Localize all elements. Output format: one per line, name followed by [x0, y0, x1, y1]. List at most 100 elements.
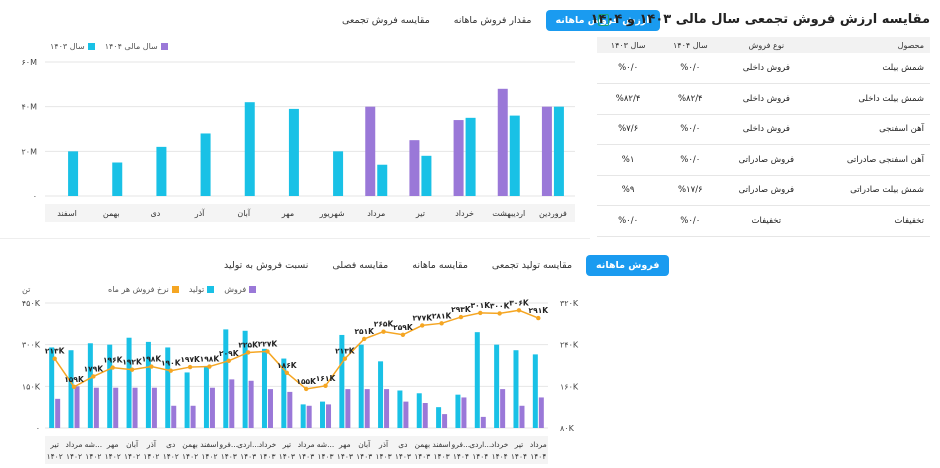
x-tick-label-year: ۱۴۰۴ — [530, 452, 546, 461]
x-tick-label-year: ۱۴۰۳ — [337, 452, 353, 461]
sales-summary-table: محصول نوع فروش سال ۱۴۰۴ سال ۱۴۰۳ شمش بیلت فر… — [597, 37, 930, 237]
bar-production — [126, 337, 132, 428]
rate-point — [207, 364, 212, 369]
bar-sales — [132, 387, 138, 428]
table-header-row: محصول نوع فروش سال ۱۴۰۴ سال ۱۴۰۳ — [597, 37, 930, 53]
table-header-cell[interactable]: سال ۱۴۰۴ — [659, 37, 722, 53]
x-tick-label-year: ۱۴۰۳ — [434, 452, 450, 461]
rate-data-label: ۲۸۱K — [432, 311, 453, 320]
table-body: شمش بیلت فروش داخلی %۰/۰ %۰/۰ شمش بیلت داخلی… — [597, 53, 930, 237]
x-tick-label-month: شه... — [317, 440, 334, 449]
legend-item-sales[interactable]: فروش — [224, 285, 257, 294]
table-cell: %۰/۰ — [659, 144, 722, 176]
bar-sales — [519, 405, 525, 428]
y-tick-label: ۴۰M — [22, 103, 38, 112]
top-tab-2[interactable]: مقایسه فروش تجمعی — [342, 15, 430, 26]
bottom-tab-1[interactable]: مقایسه تولید تجمعی — [491, 260, 573, 271]
x-tick-label: دی — [151, 209, 161, 218]
panel-title: مقایسه ارزش فروش تجمعی سال مالی ۱۴۰۳ و ۱… — [590, 12, 930, 27]
table-header-cell[interactable]: سال ۱۴۰۳ — [597, 37, 660, 53]
rate-data-label: ۲۷۷K — [412, 313, 433, 322]
rate-data-label: ۱۹۸K — [200, 355, 221, 364]
legend-item-1404[interactable]: سال مالی ۱۴۰۴ — [105, 42, 168, 51]
bar-sales — [190, 405, 196, 428]
legend-label: فروش — [224, 285, 247, 294]
table-cell: آهن اسفنجی — [811, 114, 930, 145]
x-tick-label-month: آبان — [358, 439, 371, 449]
table-header-cell[interactable]: محصول — [811, 37, 930, 53]
bar-production — [165, 347, 171, 428]
x-tick-label: اسفند — [57, 209, 77, 218]
top-tab-0[interactable]: ارزش فروش ماهانه — [545, 10, 660, 31]
bar-production — [300, 404, 306, 428]
legend-item-1403[interactable]: سال ۱۴۰۳ — [50, 42, 95, 51]
bar-sales — [442, 414, 448, 428]
legend-item-production[interactable]: تولید — [189, 285, 215, 294]
legend-label: نرخ فروش هر ماه — [108, 285, 169, 294]
bar-1403 — [333, 151, 344, 196]
x-tick-label-year: ۱۴۰۴ — [472, 452, 488, 461]
rate-data-label: ۱۹۰K — [161, 359, 182, 368]
bar-sales — [209, 387, 215, 428]
bar-sales — [480, 416, 486, 428]
bar-production — [397, 390, 403, 428]
x-axis-band — [45, 436, 548, 464]
rate-data-label: ۱۹۸K — [142, 355, 163, 364]
bar-production — [223, 329, 229, 428]
x-tick-label-year: ۱۴۰۴ — [511, 452, 527, 461]
x-tick-label-year: ۱۴۰۳ — [317, 452, 333, 461]
x-tick-label-year: ۱۴۰۲ — [182, 452, 198, 461]
x-tick-label-month: بهمن — [414, 440, 430, 449]
bar-sales — [306, 405, 312, 428]
bar-production — [87, 343, 93, 428]
legend-label: سال مالی ۱۴۰۴ — [104, 42, 158, 51]
bar-production — [145, 341, 151, 428]
bottom-tab-2[interactable]: مقایسه ماهانه — [412, 260, 468, 271]
table-cell: فروش داخلی — [721, 83, 812, 115]
table-row: شمش بیلت فروش داخلی %۰/۰ %۰/۰ — [597, 53, 930, 84]
table-header-cell[interactable]: نوع فروش — [721, 37, 812, 53]
bar-production — [358, 344, 364, 428]
bottom-chart-legend: فروش تولید نرخ فروش هر ماه — [108, 285, 257, 294]
x-tick-label-year: ۱۴۰۳ — [298, 452, 314, 461]
y-right-tick-label: ۸۰K — [560, 424, 575, 433]
bottom-tab-3[interactable]: مقایسه فصلی — [332, 260, 389, 271]
bar-sales — [384, 389, 390, 428]
y-left-tick-label: ۱۵۰K — [22, 382, 41, 391]
x-tick-label-month: مرداد — [530, 440, 547, 449]
x-tick-label-month: اردی... — [469, 440, 491, 449]
rate-data-label: ۲۲۵K — [238, 340, 259, 349]
monthly-sales-production-chart: ۰۱۵۰K۳۰۰K۴۵۰K۸۰K۱۶۰K۲۴۰K۳۲۰Kتیر۱۴۰۲مرداد… — [22, 298, 579, 464]
bar-production — [339, 334, 345, 428]
x-axis-band — [45, 204, 575, 222]
x-tick-label-month: آذر — [146, 439, 157, 449]
bar-sales — [171, 405, 177, 428]
x-tick-label-month: خرداد — [259, 440, 277, 449]
y-tick-label: ۲۰M — [22, 147, 38, 156]
x-tick-label-month: مهر — [338, 440, 351, 449]
legend-swatch-purple — [249, 286, 257, 293]
rate-point — [497, 311, 502, 316]
bottom-tab-0[interactable]: فروش ماهانه — [586, 255, 670, 276]
bottom-tab-4[interactable]: نسبت فروش به تولید — [224, 260, 309, 271]
bar-production — [532, 354, 538, 428]
x-tick-label-month: مرداد — [66, 440, 83, 449]
rate-point — [245, 350, 251, 355]
x-tick-label: تیر — [415, 209, 425, 218]
y-left-tick-label: ۴۵۰K — [22, 299, 41, 308]
table-cell: %۱۷/۶ — [659, 175, 722, 206]
table-cell: تخفیفات — [811, 205, 930, 237]
table-cell: %۱ — [597, 144, 660, 176]
y-tick-label: ۰ — [33, 192, 37, 201]
x-tick-label: خرداد — [455, 209, 474, 218]
bar-sales — [326, 404, 332, 428]
rate-point — [478, 310, 483, 316]
y-tick-label: ۶۰M — [22, 58, 38, 67]
legend-item-rate[interactable]: نرخ فروش هر ماه — [108, 285, 179, 294]
export-excel-icon[interactable] — [598, 14, 609, 26]
rate-data-label: ۱۹۲K — [122, 358, 143, 367]
bottom-chart-tabs: فروش ماهانه مقایسه تولید تجمعی مقایسه ماها… — [214, 255, 670, 276]
rate-data-label: ۱۸۶K — [277, 361, 298, 370]
y-left-tick-label: ۰ — [36, 424, 40, 433]
top-tab-1[interactable]: مقدار فروش ماهانه — [453, 15, 532, 26]
